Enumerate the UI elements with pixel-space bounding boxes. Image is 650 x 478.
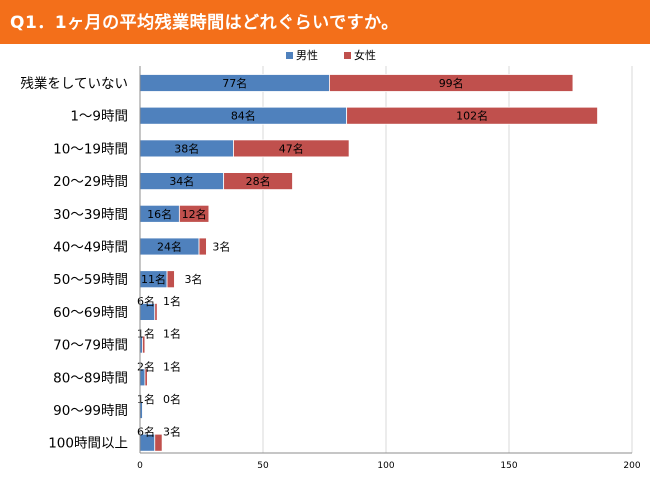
category-label: 10～19時間 [53, 141, 128, 157]
bar-female [144, 368, 148, 387]
category-label: 90～99時間 [53, 403, 128, 419]
category-label: 70～79時間 [53, 338, 128, 354]
stacked-bar-chart: 男性 女性 残業をしていない 1～9時間 10～19時間 20～29時間 30～39時間 4… [20, 48, 641, 471]
bar-female [223, 172, 293, 191]
bars [139, 74, 598, 452]
x-tick-label: 100 [377, 461, 394, 471]
title-bar: Q1．1ヶ月の平均残業時間はどれぐらいですか。 [0, 0, 650, 44]
category-label: 100時間以上 [48, 436, 128, 452]
bar-label-male: 6名 [137, 425, 155, 439]
bar-label-female: 1名 [163, 327, 181, 341]
legend-swatch-female [344, 52, 351, 59]
bar-label-female: 12名 [182, 207, 207, 221]
bar-female [233, 139, 350, 158]
category-label: 60～69時間 [53, 305, 128, 321]
x-tick-label: 200 [623, 461, 640, 471]
bar-label-male: 16名 [147, 207, 172, 221]
bar-label-male: 11名 [141, 272, 166, 286]
bar-label-male: 34名 [169, 174, 194, 188]
bar-label-female: 1名 [163, 294, 181, 308]
bar-female [198, 237, 207, 256]
bar-label-male: 1名 [137, 327, 155, 341]
bar-female [154, 433, 163, 452]
bar-label-male: 2名 [137, 359, 155, 373]
bar-label-male: 24名 [157, 240, 182, 254]
category-label: 20～29時間 [53, 174, 128, 190]
bar-value-labels: 77名 99名 84名 102名 38名 47名 34名 28名 16名 12名 24名 3名 11名 3… [137, 76, 488, 439]
category-label: 1～9時間 [70, 109, 128, 125]
bar-label-female: 0名 [163, 392, 181, 406]
bar-label-male: 38名 [174, 141, 199, 155]
bar-label-female: 1名 [163, 359, 181, 373]
bar-label-female: 3名 [212, 240, 230, 254]
bar-female [178, 204, 210, 223]
grid-layer [262, 66, 633, 453]
bar-label-female: 47名 [279, 141, 304, 155]
bar-label-male: 6名 [137, 294, 155, 308]
bar-female [154, 302, 158, 321]
category-labels: 残業をしていない 1～9時間 10～19時間 20～29時間 30～39時間 40～49時… [20, 76, 128, 452]
bar-female [142, 335, 146, 354]
x-tick-label: 0 [137, 461, 143, 471]
category-label: 40～49時間 [53, 240, 128, 256]
page-title: Q1．1ヶ月の平均残業時間はどれぐらいですか。 [10, 13, 399, 33]
bar-label-female: 99名 [439, 76, 464, 90]
bar-female [346, 106, 598, 125]
bar-label-male: 1名 [137, 392, 155, 406]
x-axis: 0 50 100 150 200 [137, 66, 641, 471]
bar-label-male: 77名 [222, 76, 247, 90]
category-label: 残業をしていない [20, 76, 128, 92]
bar-female [329, 74, 574, 92]
bar-label-female: 3名 [184, 272, 202, 286]
legend-label-male: 男性 [296, 48, 318, 62]
bar-label-female: 3名 [163, 425, 181, 439]
bar-label-male: 84名 [231, 109, 256, 123]
legend-label-female: 女性 [354, 48, 376, 62]
category-label: 50～59時間 [53, 272, 128, 288]
bar-label-female: 28名 [246, 174, 271, 188]
category-label: 80～89時間 [53, 370, 128, 386]
x-tick-label: 50 [257, 461, 269, 471]
bar-label-female: 102名 [456, 109, 488, 123]
category-label: 30～39時間 [53, 207, 128, 223]
legend-swatch-male [286, 52, 293, 59]
bar-female [166, 270, 175, 289]
legend: 男性 女性 [286, 48, 376, 62]
x-tick-label: 150 [500, 461, 517, 471]
